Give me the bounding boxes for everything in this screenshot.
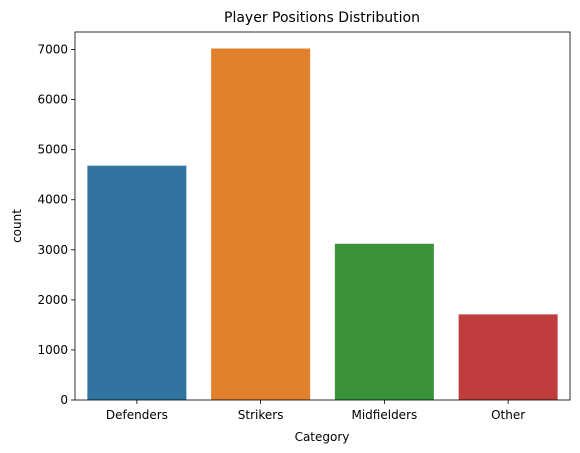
y-tick-label: 2000 <box>37 293 68 307</box>
y-tick-label: 0 <box>60 393 68 407</box>
y-tick-label: 6000 <box>37 93 68 107</box>
bar-midfielders <box>334 243 434 400</box>
bars-group <box>87 48 558 400</box>
bar-other <box>458 314 558 400</box>
y-tick-label: 4000 <box>37 193 68 207</box>
x-tick-label: Midfielders <box>351 408 417 422</box>
bar-defenders <box>87 165 187 400</box>
y-tick-label: 3000 <box>37 243 68 257</box>
bar-strikers <box>211 48 311 400</box>
x-tick-label: Other <box>491 408 525 422</box>
x-axis-label: Category <box>295 430 350 444</box>
y-tick-label: 7000 <box>37 43 68 57</box>
chart-title: Player Positions Distribution <box>224 10 420 26</box>
x-tick-label: Defenders <box>106 408 168 422</box>
y-tick-label: 1000 <box>37 343 68 357</box>
x-tick-label: Strikers <box>238 408 284 422</box>
plot-frame <box>74 31 571 401</box>
x-axis-ticks: Defenders Strikers Midfielders Other <box>106 400 525 422</box>
y-tick-label: 5000 <box>37 143 68 157</box>
y-axis-label: count <box>10 209 24 243</box>
y-axis-ticks: 0 1000 2000 3000 4000 5000 6000 7000 <box>37 43 75 407</box>
